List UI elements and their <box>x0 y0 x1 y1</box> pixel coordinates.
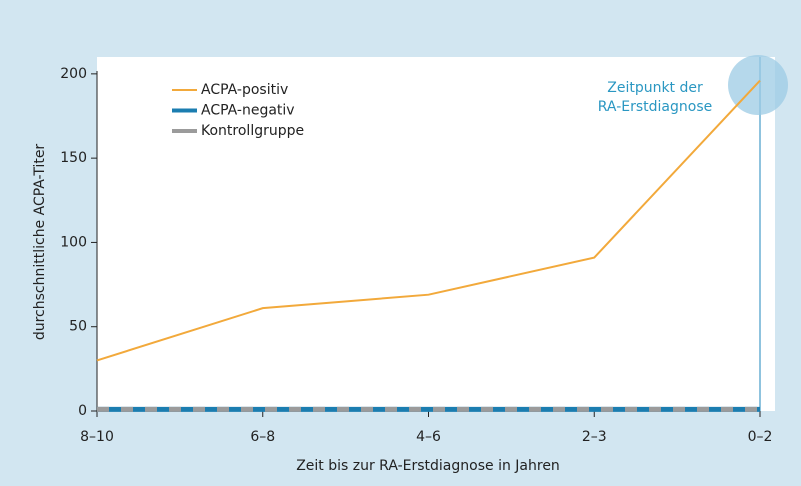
annotation: RA-Erstdiagnose <box>598 99 712 115</box>
legend-label: Kontrollgruppe <box>201 123 304 139</box>
y-tick-label: 200 <box>60 66 87 82</box>
series-line <box>96 79 761 362</box>
legend-label: ACPA-positiv <box>201 82 288 98</box>
legend-label: ACPA-negativ <box>201 103 295 119</box>
y-tick-label: 150 <box>60 150 87 166</box>
x-tick-label: 8–10 <box>80 429 114 445</box>
y-axis-label: durchschnittliche ACPA-Titer <box>32 144 48 341</box>
x-tick-label: 0–2 <box>748 429 773 445</box>
x-tick-label: 2–3 <box>582 429 607 445</box>
x-tick-label: 4–6 <box>416 429 441 445</box>
x-axis-label: Zeit bis zur RA-Erstdiagnose in Jahren <box>296 458 560 474</box>
y-tick-label: 100 <box>60 234 87 250</box>
y-tick-label: 0 <box>78 403 87 419</box>
y-tick-label: 50 <box>69 319 87 335</box>
plot-area <box>97 57 775 411</box>
annotation: Zeitpunkt der <box>607 80 703 96</box>
x-tick-label: 6–8 <box>250 429 275 445</box>
